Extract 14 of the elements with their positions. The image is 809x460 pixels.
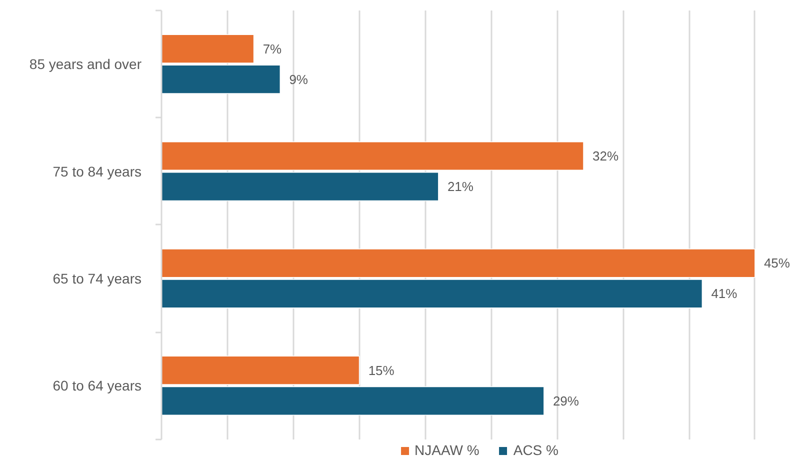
data-label: 45% bbox=[764, 256, 790, 271]
legend-label: NJAAW % bbox=[414, 442, 480, 458]
y-tick-label: 60 to 64 years bbox=[52, 378, 142, 394]
data-label: 15% bbox=[368, 362, 395, 378]
legend-label: ACS % bbox=[513, 442, 558, 458]
data-label: 21% bbox=[447, 179, 474, 194]
data-label: 41% bbox=[711, 286, 738, 302]
data-label: 32% bbox=[592, 148, 619, 164]
data-label: 7% bbox=[262, 41, 282, 56]
data-label: 29% bbox=[552, 393, 580, 408]
data-label: 9% bbox=[289, 72, 308, 87]
y-tick-label: 75 to 84 years bbox=[52, 163, 142, 180]
y-tick-label: 65 to 74 years bbox=[52, 270, 142, 286]
y-tick-label: 85 years and over bbox=[29, 56, 142, 72]
